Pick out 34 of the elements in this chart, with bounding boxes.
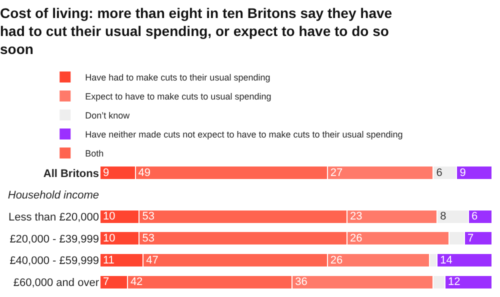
data-label: 53 bbox=[142, 232, 154, 244]
data-label: 36 bbox=[295, 276, 308, 288]
y-tick-label: £40,000 - £59,999 bbox=[10, 255, 99, 268]
data-label: 47 bbox=[146, 254, 158, 266]
data-label: 11 bbox=[103, 254, 114, 266]
data-label: 53 bbox=[142, 210, 154, 223]
y-tick-label: Less than £20,000 bbox=[8, 211, 99, 224]
data-label: 14 bbox=[440, 254, 452, 266]
y-tick-label: £20,000 - £39,999 bbox=[10, 233, 99, 246]
legend-label: Expect to have to make cuts to usual spending bbox=[85, 91, 272, 102]
data-label: 7 bbox=[468, 232, 474, 244]
chart-title: Cost of living: more than eight in ten Britons say they have had to cut their usual spending, or expect to have to do so soon bbox=[0, 4, 392, 58]
legend-label: Have neither made cuts not expect to have to make cuts to their usual spending bbox=[85, 129, 403, 140]
data-label: 9 bbox=[460, 166, 466, 179]
data-label: 42 bbox=[130, 276, 143, 288]
data-label: 10 bbox=[103, 210, 116, 223]
data-label: 26 bbox=[350, 232, 362, 244]
legend-label: Have had to make cuts to their usual spending bbox=[85, 72, 270, 82]
legend-label: Both bbox=[85, 148, 104, 158]
data-label: 6 bbox=[436, 166, 442, 179]
data-label: 26 bbox=[330, 254, 343, 266]
data-label: 49 bbox=[138, 166, 151, 179]
data-label: 7 bbox=[103, 276, 110, 288]
data-label: 27 bbox=[330, 166, 343, 179]
data-label: 12 bbox=[448, 276, 460, 288]
data-label: 9 bbox=[103, 166, 110, 179]
data-label: 8 bbox=[440, 210, 446, 223]
y-tick-label: £60,000 and over bbox=[13, 276, 100, 289]
data-label: 10 bbox=[103, 232, 116, 244]
data-label: 6 bbox=[471, 210, 478, 223]
legend-label: Don’t know bbox=[85, 110, 130, 120]
data-label: 23 bbox=[350, 210, 362, 223]
y-tick-label: All Britons bbox=[43, 168, 99, 180]
y-tick-label: Household income bbox=[8, 190, 99, 202]
